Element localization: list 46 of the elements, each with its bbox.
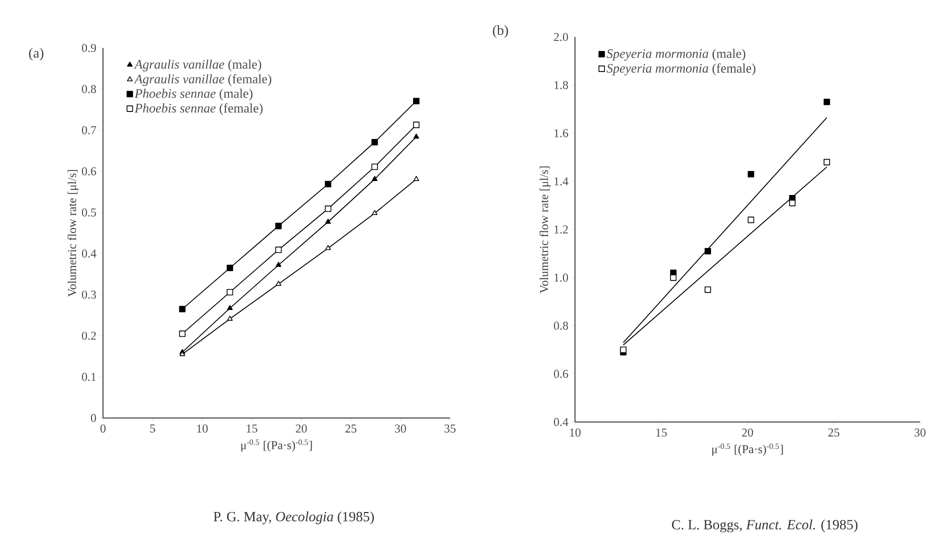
y-tick-label: 0.9 — [82, 44, 96, 52]
chart-title: (b) — [492, 25, 508, 38]
y-tick-label: 1.6 — [554, 129, 568, 138]
x-axis-title: μ$^{-0.5}$ [(Pa·s)$^{-0.5}$] — [241, 439, 312, 452]
y-axis-title: Volumetric flow rate [μl/s] — [540, 166, 551, 294]
y-tick-label: 0.1 — [82, 372, 96, 381]
chart-title: (a) — [29, 48, 44, 61]
legend-label: Phoebis sennae (male) — [134, 88, 252, 101]
y-tick-label: 0.6 — [554, 370, 568, 378]
y-tick-label: 2.0 — [554, 32, 568, 42]
y-tick-label: 0.3 — [82, 290, 96, 299]
legend-label: Agraulis vanillae (male) — [134, 60, 262, 72]
x-tick-label: 20 — [742, 428, 754, 437]
text: C. L. Boggs, Funct. Ecol. (1985) — [672, 520, 858, 532]
y-tick-label: 0.8 — [82, 85, 96, 94]
x-tick-label: 25 — [828, 428, 840, 437]
y-tick-label: 0.5 — [82, 208, 96, 217]
y-tick-label: 0.6 — [82, 167, 96, 176]
x-tick-label: 10 — [197, 424, 208, 433]
x-tick-label: 15 — [656, 428, 667, 437]
x-tick-label: 30 — [914, 428, 926, 437]
legend-label: Speyeria mormonia (female) — [606, 63, 756, 76]
y-axis-title: Volumetric flow rate [μl/s] — [68, 170, 79, 297]
y-tick-label: 0.8 — [554, 322, 568, 330]
x-tick-label: 0 — [100, 424, 106, 433]
y-tick-label: 1.2 — [554, 225, 568, 234]
y-tick-label: 1.0 — [554, 274, 568, 282]
y-tick-label: 0.4 — [82, 249, 96, 258]
legend-label: Speyeria mormonia (male) — [606, 48, 746, 61]
y-tick-label: 0.7 — [82, 126, 96, 134]
legend-label: Agraulis vanillae (female) — [134, 74, 272, 86]
x-tick-label: 30 — [395, 424, 406, 433]
y-tick-label: 1.4 — [554, 177, 568, 186]
x-tick-label: 10 — [570, 428, 581, 437]
y-tick-label: 0.2 — [82, 332, 96, 340]
y-tick-label: 0.4 — [554, 418, 568, 426]
legend-label: Phoebis sennae (female) — [134, 103, 263, 116]
text: P. G. May, Oecologia (1985) — [214, 512, 374, 524]
x-tick-label: 25 — [345, 424, 356, 433]
y-tick-label: 1.8 — [554, 81, 568, 90]
x-tick-label: 15 — [246, 424, 258, 433]
x-axis-title: μ$^{-0.5}$ [(Pa·s)$^{-0.5}$] — [712, 443, 783, 456]
x-tick-label: 5 — [150, 424, 156, 432]
y-tick-label: 0 — [90, 414, 96, 422]
x-tick-label: 20 — [296, 424, 307, 433]
x-tick-label: 35 — [444, 424, 456, 433]
